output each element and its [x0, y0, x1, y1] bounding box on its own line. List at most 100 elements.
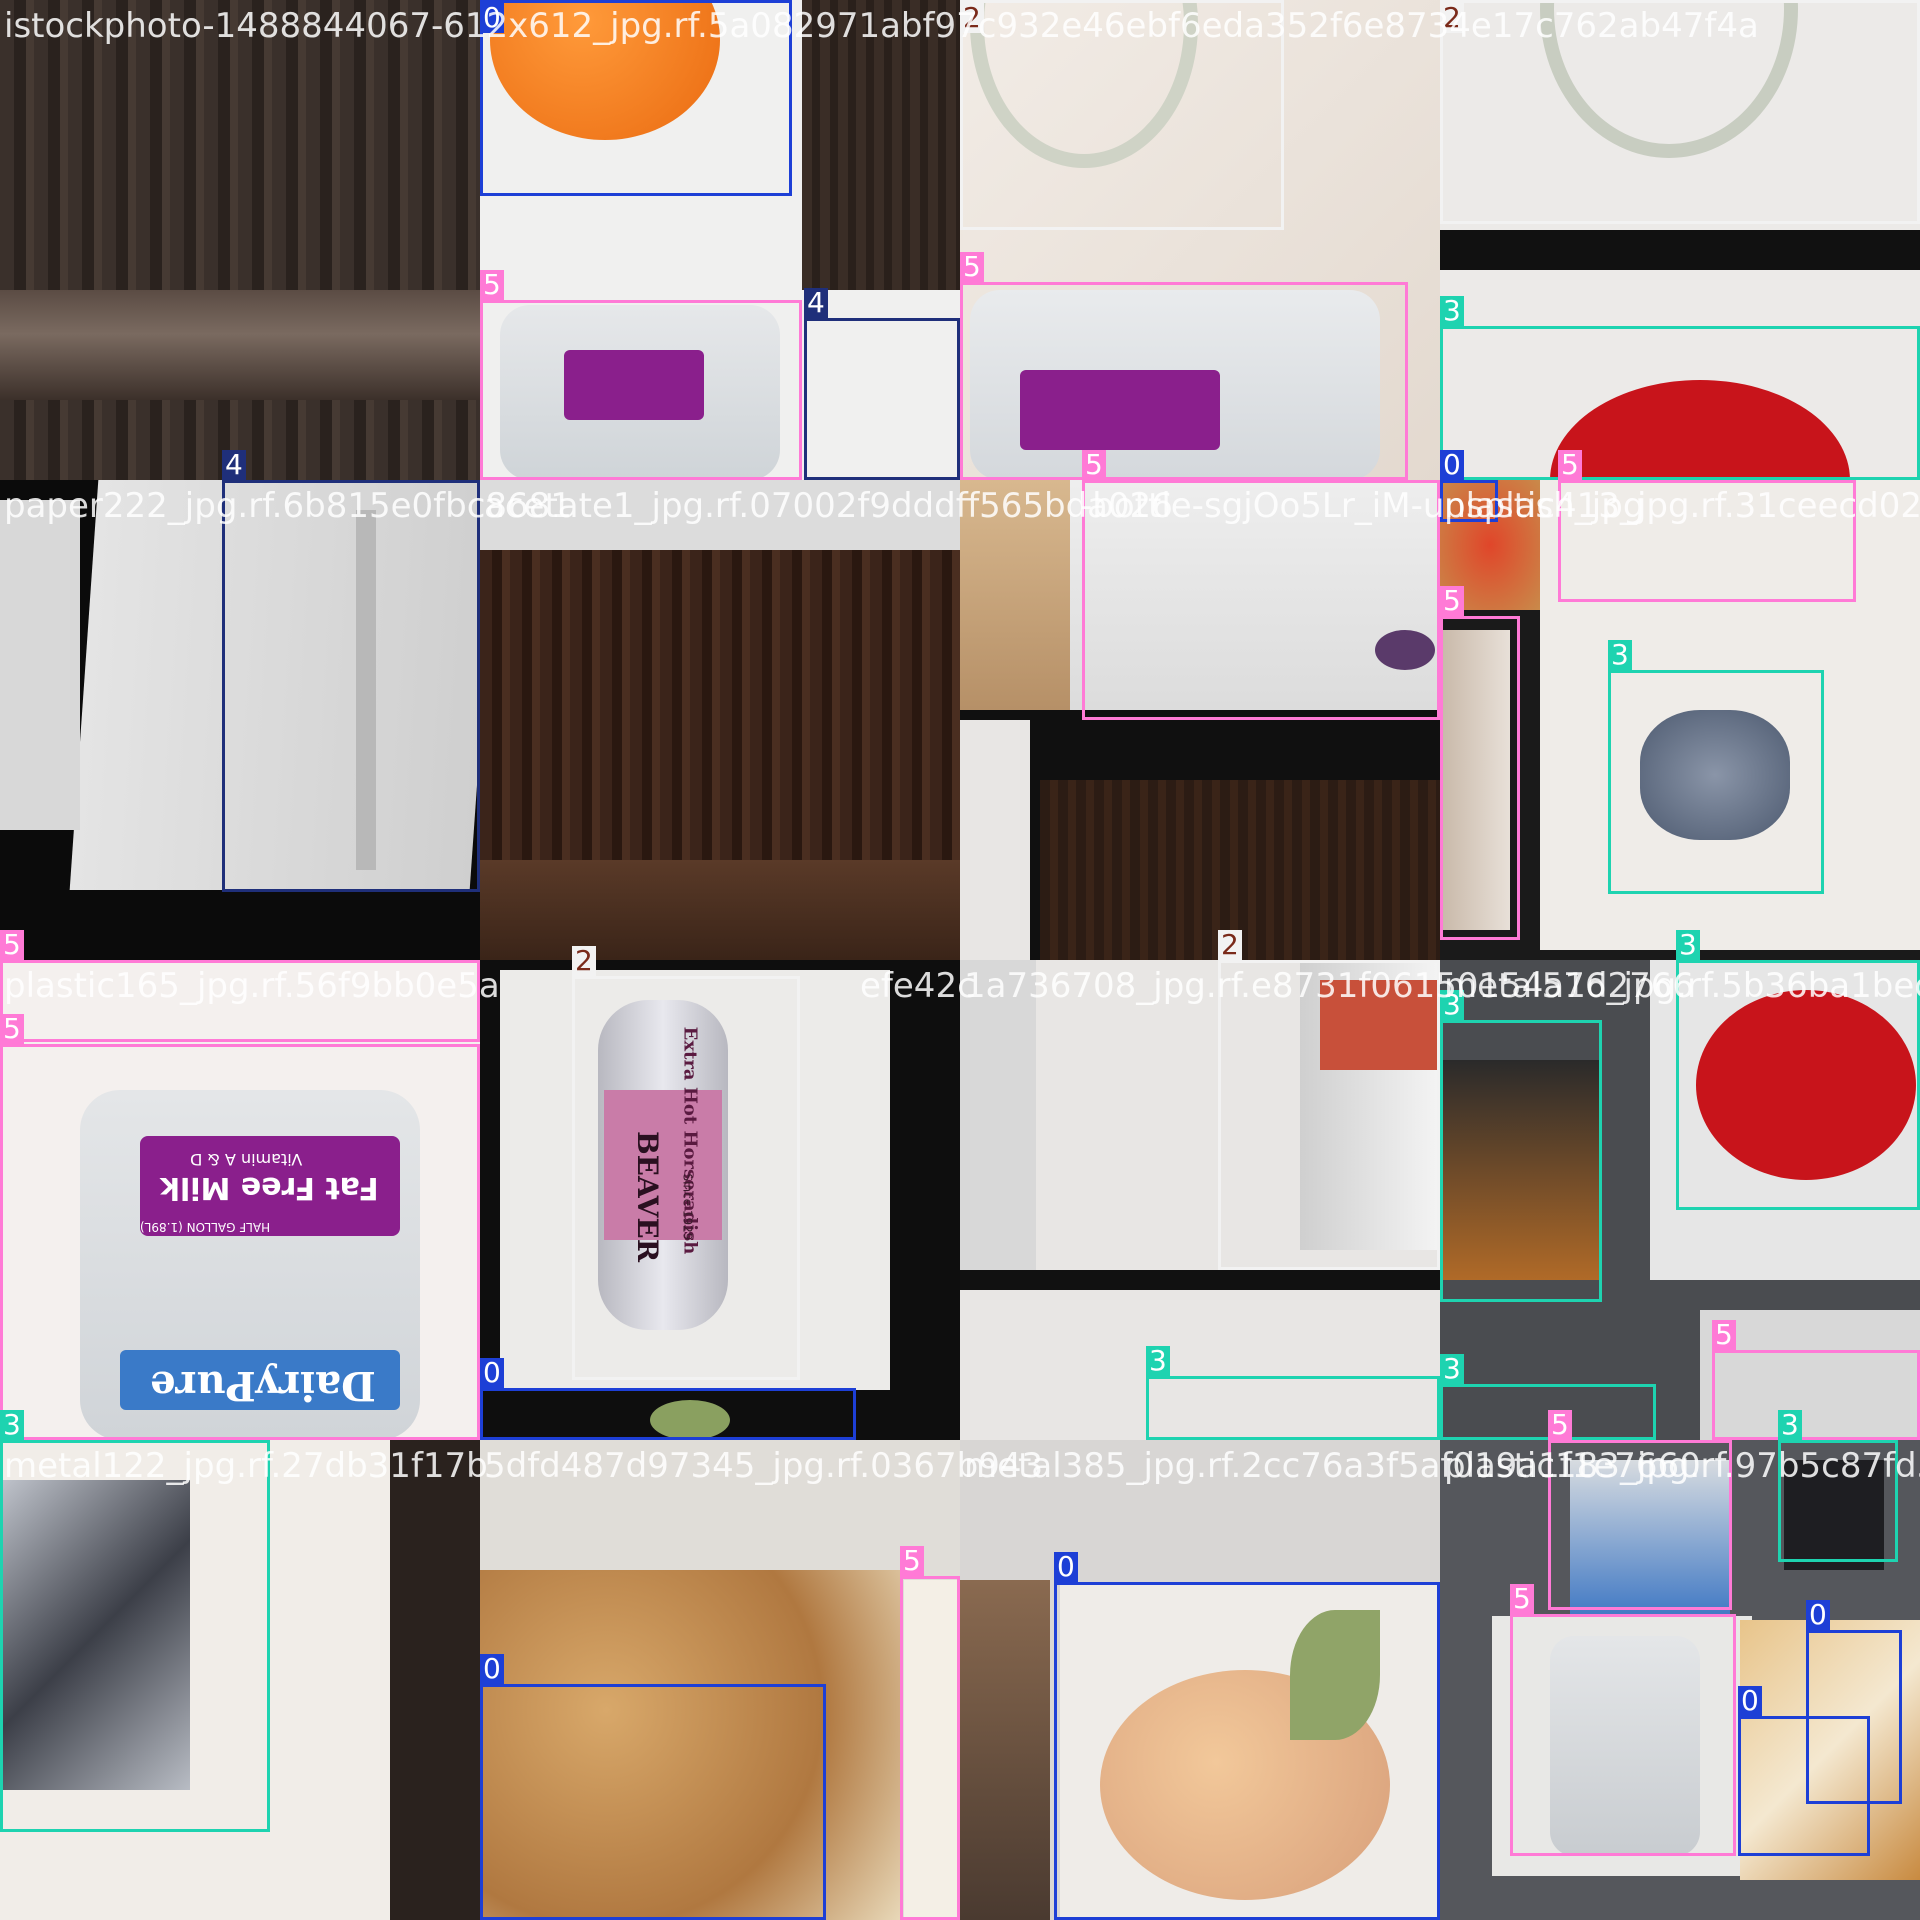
bounding-box-class-0: 0: [1054, 1552, 1440, 1920]
box-class-label: 3: [1676, 930, 1700, 960]
bounding-box-class-5: 5: [1082, 450, 1440, 720]
box-class-label: 3: [1440, 1354, 1464, 1384]
box-class-label: 5: [1510, 1584, 1534, 1614]
box-class-label: 5: [480, 270, 504, 300]
bounding-box-class-5: 5: [900, 1546, 960, 1920]
box-class-label: 0: [480, 1358, 504, 1388]
tile-12: [1440, 960, 1920, 1440]
box-class-label: 2: [1440, 3, 1464, 33]
can-photo: [1784, 1460, 1884, 1570]
bottle-cap: [1375, 630, 1435, 670]
box-class-label: 3: [1608, 640, 1632, 670]
box-class-label: 4: [804, 288, 828, 318]
tile-7: [960, 480, 1440, 960]
tile-3: [960, 0, 1440, 480]
tile-4: [1440, 0, 1920, 480]
tile-15: [960, 1440, 1440, 1920]
paper-top: [480, 480, 960, 550]
tile-11: [960, 960, 1440, 1440]
tile-6: [480, 480, 960, 960]
box-class-label: 5: [1548, 1410, 1572, 1440]
box-class-label: 4: [222, 450, 246, 480]
tile-14: [480, 1440, 960, 1920]
box-class-label: 5: [900, 1546, 924, 1576]
red-plate-photo: [1696, 990, 1916, 1180]
bounding-box-class-5: 5: [1548, 1410, 1732, 1610]
black-gap: [1440, 230, 1920, 270]
box-class-label: 0: [1738, 1686, 1762, 1716]
box-class-label: 0: [1054, 1552, 1078, 1582]
box-class-label: 5: [0, 930, 24, 960]
foil-photo: [0, 1480, 190, 1790]
box-class-label: 3: [1146, 1346, 1170, 1376]
bounding-box-class-5: 5: [1558, 450, 1856, 602]
bounding-box-class-2: 2: [572, 946, 800, 1380]
tile-2: [480, 0, 960, 480]
jar-edge: [1440, 630, 1510, 930]
box-class-label: 5: [1082, 450, 1106, 480]
foil-photo: [1640, 710, 1790, 840]
dark-band: [960, 1270, 1440, 1290]
box-class-label: 5: [1440, 586, 1464, 616]
tile-8: [1440, 480, 1920, 960]
box-class-label: 3: [1440, 296, 1464, 326]
box-class-label: 0: [480, 1654, 504, 1684]
bounding-box-class-3: 3: [1146, 1346, 1440, 1440]
tile-10: [480, 960, 960, 1440]
box-class-label: 0: [1440, 450, 1464, 480]
bounding-box-class-4: 4: [804, 288, 960, 480]
box-class-label: 2: [572, 946, 596, 976]
tile-5: [0, 480, 480, 960]
box-class-label: 5: [1558, 450, 1582, 480]
dark-edge: [390, 1440, 480, 1920]
bounding-box-class-3: 3: [1778, 1410, 1898, 1562]
bread-photo: [1740, 1620, 1920, 1880]
food-photo: [480, 1570, 900, 1920]
food-side: [960, 1580, 1050, 1920]
milk-label: [1020, 370, 1220, 450]
tile-16: [1440, 1440, 1920, 1920]
bounding-box-class-3: 3: [1440, 296, 1920, 480]
bounding-box-class-3: 3: [1676, 930, 1920, 1210]
shadow-panel: [960, 960, 1036, 1270]
bounding-box-class-2: 2: [1218, 930, 1440, 1270]
bounding-box-class-3: 3: [0, 1410, 270, 1832]
bounding-box-class-0: 0: [480, 1358, 856, 1440]
wood-strip: [802, 0, 960, 290]
paper-strip: [904, 1580, 960, 1920]
bounding-box-class-0: 0: [480, 1654, 826, 1920]
box-class-label: 3: [0, 1410, 24, 1440]
box-class-label: 0: [480, 3, 504, 33]
paper-left: [960, 720, 1030, 960]
box-class-label: 2: [1218, 930, 1242, 960]
bottle-photo: [1070, 480, 1440, 710]
box-class-label: 2: [960, 3, 984, 33]
wood-panel: [960, 480, 1070, 710]
box-class-label: 5: [1712, 1320, 1736, 1350]
bottle-label: [1320, 980, 1440, 1070]
wood-shelf-photo: [0, 290, 480, 400]
bounding-box-class-2: 2: [960, 0, 1284, 230]
bounding-box-class-5: 5: [1510, 1584, 1736, 1856]
paper-strip: [0, 500, 80, 830]
bounding-box-class-5: 5: [0, 1014, 480, 1440]
jar-label: [604, 1090, 722, 1240]
leaf-photo: [650, 1400, 730, 1440]
paper-crease: [356, 510, 376, 870]
bounding-box-class-3: 3: [1440, 990, 1602, 1302]
bounding-box-class-5: 5: [1440, 586, 1520, 940]
box-class-label: 5: [0, 1014, 24, 1044]
milk-brand-band: [120, 1350, 400, 1410]
tile-1: [0, 0, 480, 480]
wood-shelf: [480, 860, 960, 960]
bounding-box-class-2: 2: [1440, 0, 1920, 224]
leaf-photo: [1290, 1610, 1380, 1740]
bounding-box-class-0: 0: [1738, 1686, 1870, 1856]
bounding-box-class-4: 4: [222, 450, 480, 892]
milk-jug-photo: [1550, 1636, 1700, 1856]
bounding-box-class-0: 0: [480, 0, 792, 196]
bounding-box-class-5: 5: [960, 252, 1408, 480]
bounding-box-class-0: 0: [1440, 450, 1498, 522]
can-photo: [1440, 1060, 1600, 1280]
